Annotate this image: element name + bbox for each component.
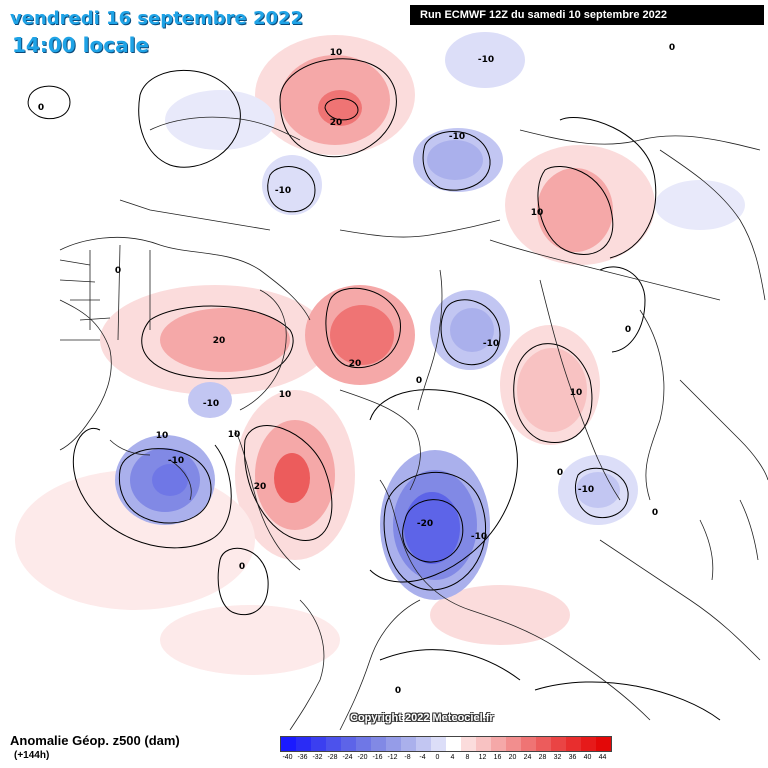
coastlines bbox=[59, 116, 768, 730]
forecast-date: vendredi 16 septembre 2022 bbox=[10, 8, 304, 29]
contour-label: 20 bbox=[254, 482, 267, 492]
contour-label: -10 bbox=[203, 399, 219, 409]
scale-tick-label: 12 bbox=[478, 754, 487, 761]
scale-tick-label: -28 bbox=[327, 754, 338, 761]
scale-swatch bbox=[401, 737, 416, 751]
scale-swatch bbox=[581, 737, 596, 751]
scale-swatch bbox=[431, 737, 446, 751]
scale-tick-label: 4 bbox=[450, 754, 455, 761]
scale-swatch bbox=[311, 737, 326, 751]
contour-label: 0 bbox=[395, 686, 401, 696]
scale-tick-label: 40 bbox=[583, 754, 592, 761]
scale-swatch bbox=[416, 737, 431, 751]
color-scale-ticks: -40 -36 -32 -28 -24 -20 -16 -12 -8 -4 0 4 8 12 16 20 24 2… bbox=[280, 754, 610, 766]
contour-label: 20 bbox=[330, 118, 343, 128]
scale-swatch bbox=[341, 737, 356, 751]
contour-label: 20 bbox=[213, 336, 226, 346]
scale-swatch bbox=[386, 737, 401, 751]
contour-label: 0 bbox=[652, 508, 658, 518]
contour-lines bbox=[27, 58, 721, 721]
scale-tick-label: 28 bbox=[538, 754, 547, 761]
scale-swatch bbox=[566, 737, 581, 751]
scale-swatch bbox=[551, 737, 566, 751]
scale-tick-label: 44 bbox=[598, 754, 607, 761]
contour-label: -10 bbox=[471, 532, 487, 542]
scale-tick-label: -24 bbox=[342, 754, 353, 761]
contour-label: -10 bbox=[478, 55, 494, 65]
lead-time-label: (+144h) bbox=[14, 750, 50, 761]
contour-label: 10 bbox=[330, 48, 343, 58]
contour-label: 0 bbox=[416, 376, 422, 386]
contour-label: -10 bbox=[483, 339, 499, 349]
scale-swatch bbox=[491, 737, 506, 751]
contour-label: 0 bbox=[239, 562, 245, 572]
contour-label: 0 bbox=[115, 266, 121, 276]
legend-footer: Anomalie Géop. z500 (dam) (+144h) -40 -36… bbox=[0, 730, 768, 768]
scale-swatch bbox=[596, 737, 611, 751]
scale-tick-label: 16 bbox=[493, 754, 502, 761]
scale-tick-label: -20 bbox=[357, 754, 368, 761]
contour-label: -10 bbox=[168, 456, 184, 466]
contour-label: -10 bbox=[578, 485, 594, 495]
scale-swatch bbox=[371, 737, 386, 751]
copyright-text: Copyright 2022 Meteociel.fr bbox=[350, 712, 494, 724]
scale-tick-label: 36 bbox=[568, 754, 577, 761]
contour-label: 10 bbox=[156, 431, 169, 441]
scale-tick-label: -32 bbox=[312, 754, 323, 761]
contour-label: -10 bbox=[275, 186, 291, 196]
scale-tick-label: 32 bbox=[553, 754, 562, 761]
scale-tick-label: 20 bbox=[508, 754, 517, 761]
scale-swatch bbox=[281, 737, 296, 751]
contour-label: 10 bbox=[531, 208, 544, 218]
scale-tick-label: -4 bbox=[419, 754, 426, 761]
scale-swatch bbox=[326, 737, 341, 751]
anomaly-map: 10 20 -10 -10 -10 10 0 0 0 20 20 -10 0 0… bbox=[15, 32, 768, 730]
contour-label: -20 bbox=[417, 519, 433, 529]
scale-tick-label: 0 bbox=[435, 754, 440, 761]
negative-anomaly-areas bbox=[115, 32, 745, 600]
scale-tick-label: -12 bbox=[387, 754, 398, 761]
contour-label: -10 bbox=[449, 132, 465, 142]
forecast-time: 14:00 locale bbox=[12, 33, 149, 57]
contour-label: 10 bbox=[279, 390, 292, 400]
scale-swatch bbox=[536, 737, 551, 751]
scale-swatch bbox=[446, 737, 461, 751]
contour-label: 10 bbox=[570, 388, 583, 398]
scale-tick-label: -16 bbox=[372, 754, 383, 761]
contour-label: 10 bbox=[228, 430, 241, 440]
run-banner: Run ECMWF 12Z du samedi 10 septembre 202… bbox=[410, 5, 764, 25]
scale-swatch bbox=[476, 737, 491, 751]
scale-swatch bbox=[506, 737, 521, 751]
color-scale bbox=[280, 736, 612, 752]
positive-anomaly-areas bbox=[15, 35, 655, 675]
scale-tick-label: -8 bbox=[404, 754, 411, 761]
scale-tick-label: -40 bbox=[282, 754, 293, 761]
contour-label: 20 bbox=[349, 359, 362, 369]
contour-label: 0 bbox=[669, 43, 675, 53]
scale-tick-label: 8 bbox=[465, 754, 470, 761]
contour-label: 0 bbox=[557, 468, 563, 478]
contour-label: 0 bbox=[625, 325, 631, 335]
scale-tick-label: -36 bbox=[297, 754, 308, 761]
scale-swatch bbox=[521, 737, 536, 751]
scale-swatch bbox=[356, 737, 371, 751]
contour-label: 0 bbox=[38, 103, 44, 113]
contour-labels: 10 20 -10 -10 -10 10 0 0 0 20 20 -10 0 0… bbox=[38, 43, 675, 696]
scale-swatch bbox=[296, 737, 311, 751]
scale-swatch bbox=[461, 737, 476, 751]
scale-tick-label: 24 bbox=[523, 754, 532, 761]
field-label: Anomalie Géop. z500 (dam) bbox=[10, 733, 180, 748]
